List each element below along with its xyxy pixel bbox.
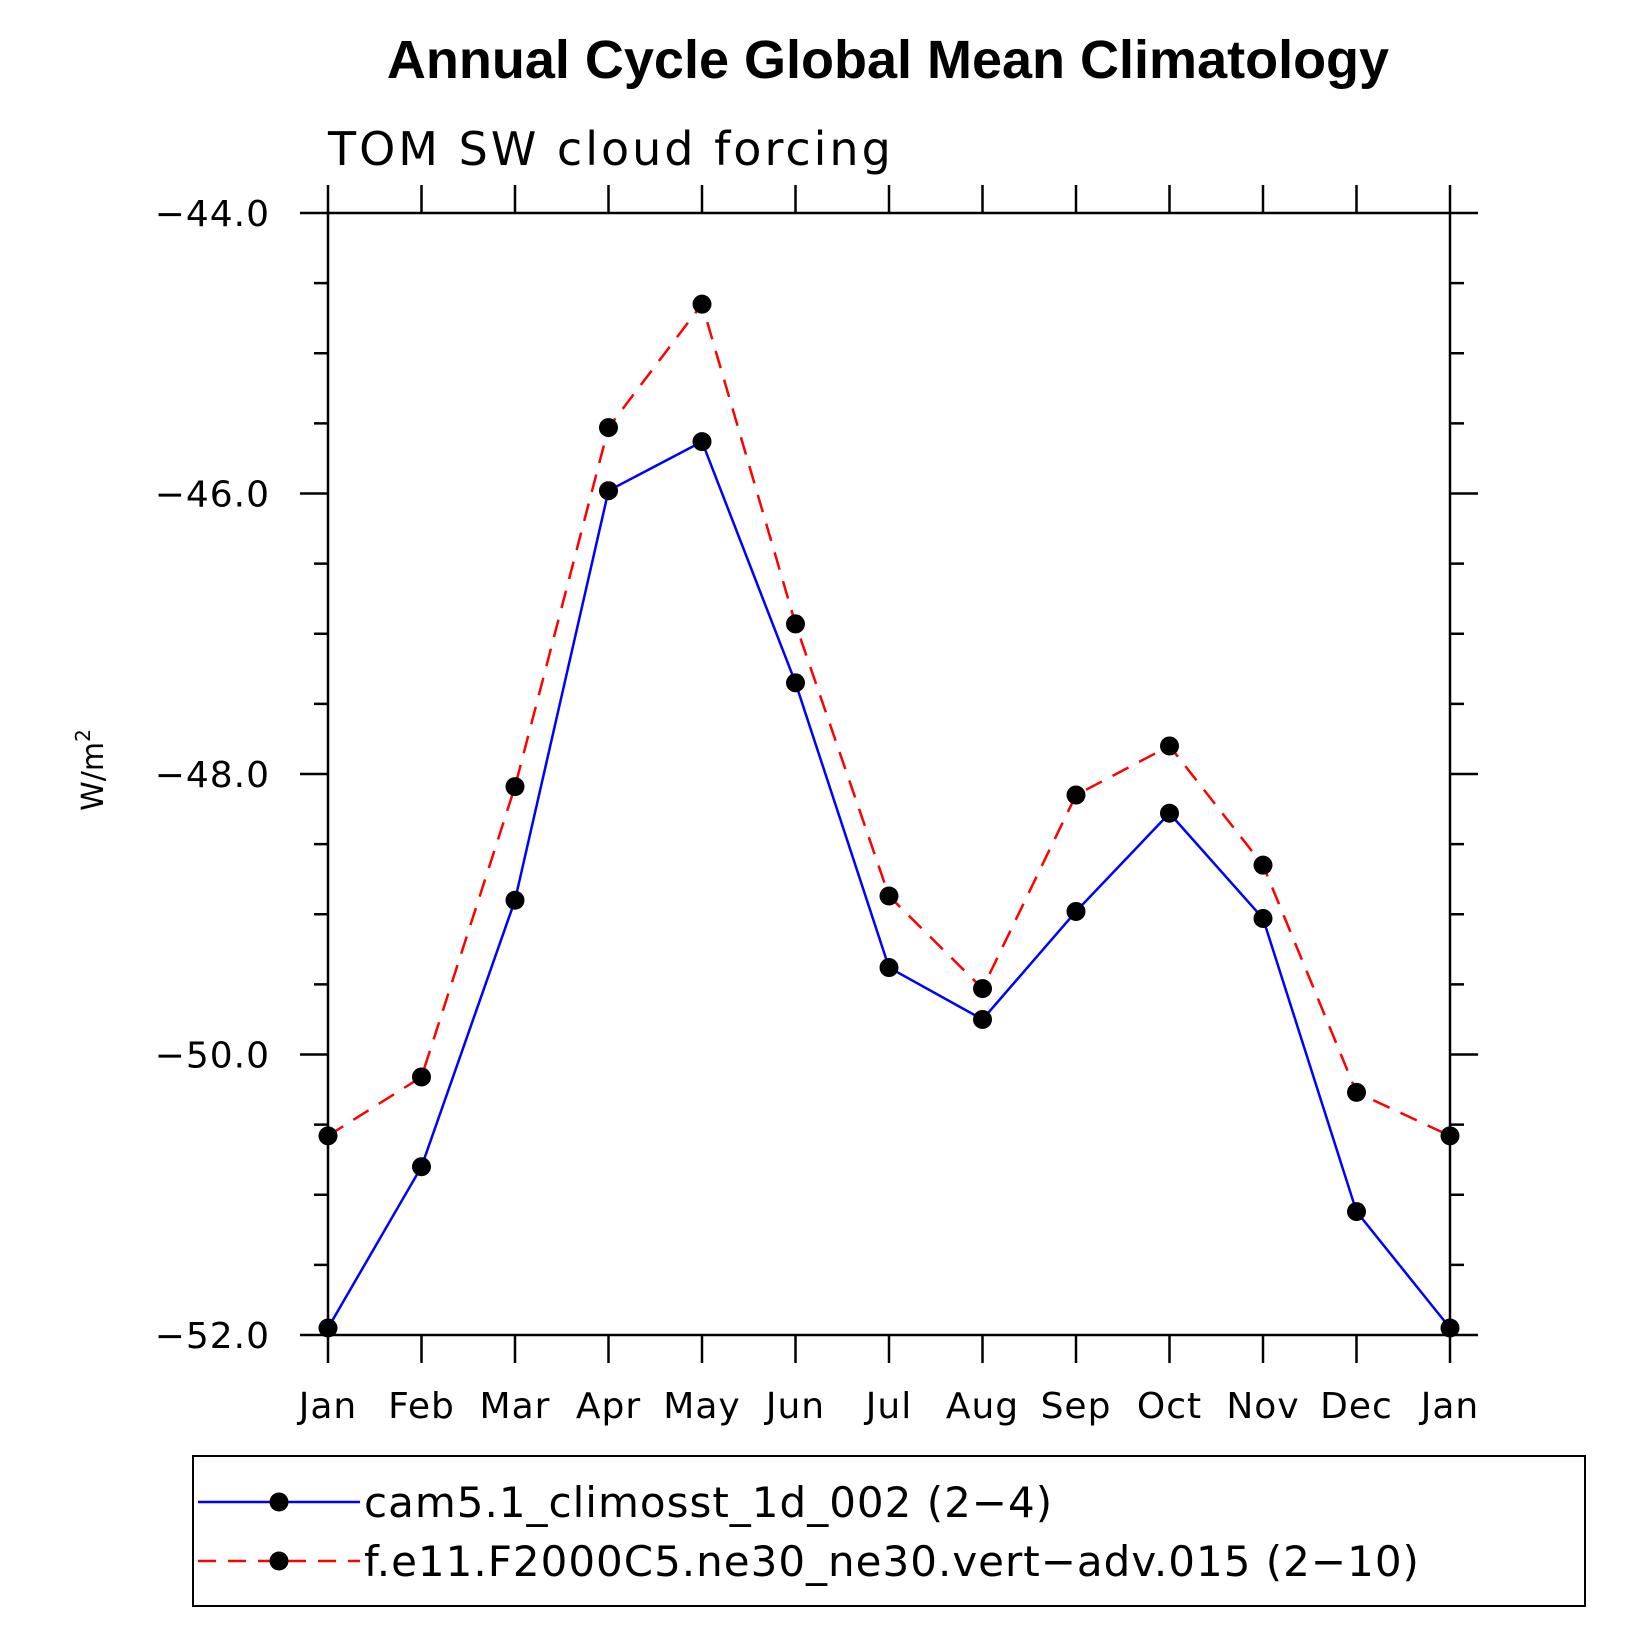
legend-box <box>192 1455 1586 1607</box>
series-1-point <box>412 1157 431 1177</box>
y-tick-label: −48.0 <box>155 755 270 796</box>
series-1-point <box>692 432 712 452</box>
y-tick-label: −50.0 <box>155 1036 270 1077</box>
series-2-point <box>505 777 525 797</box>
series-2-point <box>318 1126 338 1146</box>
x-tick-label: Jul <box>864 1386 912 1427</box>
series-2-point <box>973 979 992 999</box>
y-tick-label: −52.0 <box>155 1316 270 1357</box>
chart-title: Annual Cycle Global Mean Climatology <box>387 30 1389 90</box>
series-1-point <box>1160 803 1179 823</box>
series-2-point <box>786 614 805 634</box>
series-2-point <box>599 418 618 438</box>
series-2-point <box>1347 1082 1366 1102</box>
x-tick-label: Oct <box>1137 1386 1202 1427</box>
series-1-point <box>505 890 525 910</box>
x-tick-label: Nov <box>1226 1386 1299 1427</box>
y-tick-label: −46.0 <box>155 475 270 516</box>
series-1-point <box>1440 1318 1460 1338</box>
series-1-point <box>318 1318 338 1338</box>
series-1-point <box>1253 908 1273 928</box>
plot-frame <box>326 211 1452 1337</box>
legend-swatch-marker-1 <box>269 1492 289 1512</box>
x-tick-label: Jan <box>297 1386 358 1427</box>
series-2-point <box>1160 736 1179 756</box>
x-tick-label: Apr <box>576 1386 641 1427</box>
series-layer <box>318 294 1460 1338</box>
series-2-point <box>412 1067 431 1087</box>
series-1-point <box>879 958 899 978</box>
series-1-point <box>1066 901 1086 921</box>
legend: cam5.1_climosst_1d_002 (2−4) f.e11.F2000C… <box>192 1455 1586 1607</box>
x-tick-label: Aug <box>946 1386 1019 1427</box>
x-tick-label: Dec <box>1320 1386 1393 1427</box>
x-tick-label: Mar <box>480 1386 551 1427</box>
legend-swatch-marker-2 <box>269 1551 289 1571</box>
series-2-point <box>692 294 712 314</box>
x-tick-label: Jan <box>1419 1386 1480 1427</box>
legend-label-2: f.e11.F2000C5.ne30_ne30.vert−adv.015 (2−… <box>364 1537 1420 1586</box>
series-2-point <box>879 886 899 906</box>
y-axis-label-main: W/m <box>76 742 111 811</box>
series-1-point <box>786 673 805 693</box>
series-1-point <box>1347 1202 1366 1222</box>
series-2-point <box>1066 785 1086 805</box>
series-1-point <box>599 481 618 501</box>
series-1-point <box>973 1009 992 1029</box>
y-axis-label: W/m2 <box>71 729 111 811</box>
x-tick-label: Feb <box>388 1386 455 1427</box>
x-tick-label: Jun <box>764 1386 825 1427</box>
x-tick-label: Sep <box>1041 1386 1112 1427</box>
plot-axes: Jan Feb Mar Apr May Jun Jul Aug Sep Oct Nov Dec Jan−… <box>155 185 1480 1427</box>
series-2-point <box>1253 855 1273 875</box>
series-1-line <box>326 439 1451 1329</box>
y-tick-label: −44.0 <box>155 194 270 235</box>
y-axis-label-superscript: 2 <box>71 729 95 742</box>
chart-subtitle: TOM SW cloud forcing <box>327 122 894 176</box>
series-2-point <box>1440 1126 1460 1146</box>
legend-label-1: cam5.1_climosst_1d_002 (2−4) <box>364 1478 1053 1527</box>
series-2-line <box>327 301 1451 1137</box>
x-tick-label: May <box>663 1386 740 1427</box>
